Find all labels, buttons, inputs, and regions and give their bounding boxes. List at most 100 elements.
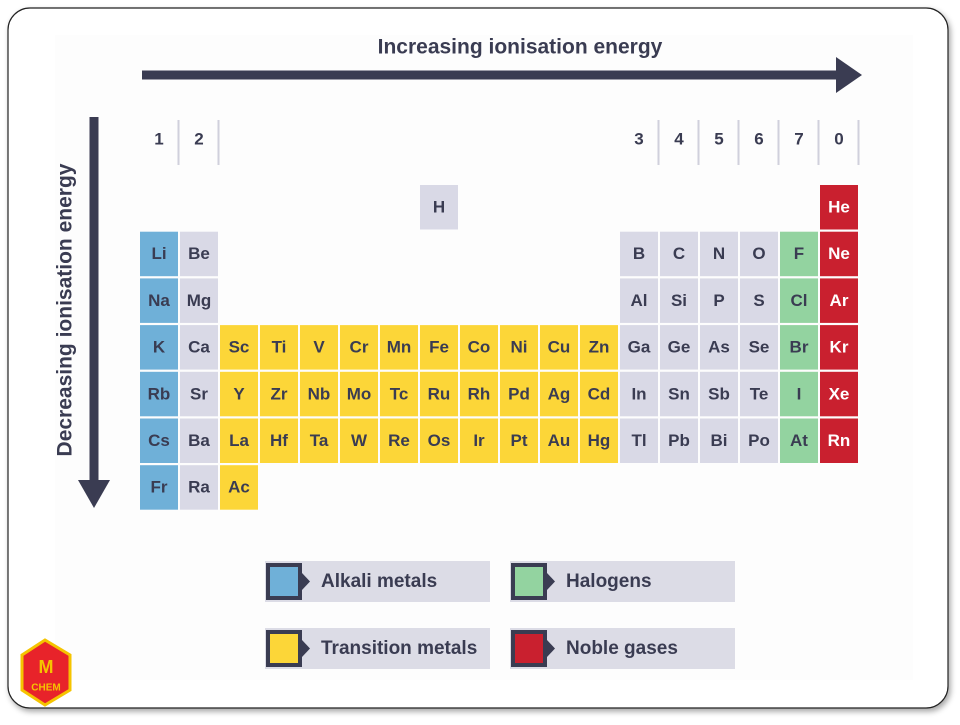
element-symbol: At [790,431,808,450]
element-cell [300,325,338,370]
element-symbol: Mo [347,384,372,403]
element-cell [220,418,258,463]
element-symbol: Xe [829,384,850,403]
element-symbol: Ca [188,338,210,357]
element-cell [180,465,218,510]
element-symbol: V [313,338,325,357]
element-cell [580,418,618,463]
element-cell [420,185,458,230]
element-symbol: B [633,244,645,263]
element-cell [740,418,778,463]
logo: M CHEM [20,638,72,707]
element-symbol: S [753,291,764,310]
element-cell [260,371,298,417]
element-cell [420,418,458,463]
element-cell [740,231,778,277]
logo-text: CHEM [31,683,60,694]
element-cell [780,371,818,417]
element-symbol: Ag [548,384,571,403]
element-cell [140,465,178,510]
element-symbol: Ta [310,431,329,450]
legend-swatch [266,630,302,667]
element-symbol: Se [749,338,770,357]
element-cell [500,325,538,370]
element-symbol: La [229,431,249,450]
element-cell [580,325,618,370]
element-cell [700,418,738,463]
element-symbol: Ne [828,244,850,263]
element-symbol: K [153,338,166,357]
group-label: 1 [154,129,163,148]
element-symbol: Ga [628,338,651,357]
element-symbol: Al [631,291,648,310]
element-cell [820,325,858,370]
element-symbol: Rh [468,384,491,403]
element-cell [340,418,378,463]
element-symbol: Ru [428,384,451,403]
element-symbol: Cd [588,384,611,403]
group-label: 0 [834,129,843,148]
element-cell [620,278,658,323]
element-symbol: In [631,384,646,403]
element-cell [620,231,658,277]
element-cell [300,371,338,417]
element-cell [540,325,578,370]
element-cell [220,371,258,417]
element-cell [620,418,658,463]
element-cell [380,371,418,417]
element-cell [620,371,658,417]
element-symbol: Sb [708,384,730,403]
legend-label: Halogens [566,571,652,592]
legend-pointer [547,573,555,590]
element-symbol: Ac [228,478,250,497]
element-symbol: C [673,244,685,263]
element-symbol: Be [188,244,210,263]
element-symbol: Li [151,244,166,263]
element-cell [620,325,658,370]
element-symbol: Br [790,338,809,357]
element-cell [180,231,218,277]
legend: Alkali metals Halogens Transition metals No… [265,561,735,669]
element-symbol: Hf [270,431,288,450]
element-symbol: Mg [187,291,212,310]
group-label: 2 [194,129,203,148]
element-cell [820,185,858,230]
element-cell [460,371,498,417]
element-symbol: Au [548,431,571,450]
element-cell [660,231,698,277]
element-cell [660,325,698,370]
element-symbol: Zr [271,384,288,403]
legend-label: Alkali metals [321,571,437,592]
element-cell [260,325,298,370]
element-symbol: Ti [272,338,287,357]
element-cell [300,418,338,463]
element-symbol: H [433,197,445,216]
horizontal-arrow-label: Increasing ionisation energy [378,36,663,59]
element-cell [700,371,738,417]
element-cell [700,325,738,370]
element-cell [740,371,778,417]
element-cell [460,325,498,370]
element-cell [140,418,178,463]
element-cell [380,418,418,463]
element-symbol: Ar [830,291,849,310]
element-cell [180,371,218,417]
element-cell [820,231,858,277]
element-symbol: Rn [828,431,851,450]
element-symbol: W [351,431,368,450]
element-symbol: Zn [589,338,610,357]
element-cell [180,325,218,370]
element-symbol: Cl [791,291,808,310]
element-symbol: Hg [588,431,611,450]
element-symbol: Co [468,338,491,357]
element-symbol: Sn [668,384,690,403]
element-symbol: Ge [668,338,691,357]
element-symbol: O [752,244,765,263]
horizontal-arrowhead [836,57,862,93]
element-symbol: Na [148,291,170,310]
element-symbol: Bi [711,431,728,450]
element-symbol: Cr [350,338,369,357]
element-symbol: Mn [387,338,412,357]
group-label: 4 [674,129,684,148]
